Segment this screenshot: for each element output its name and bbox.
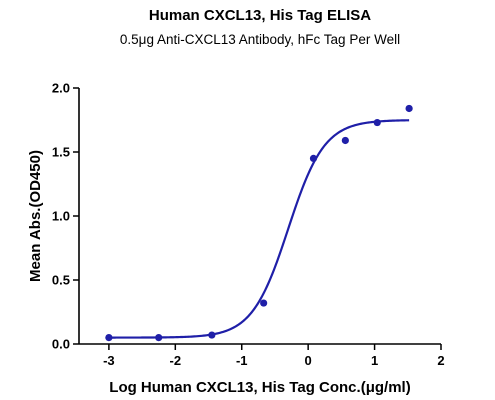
- y-tick-label: 0.5: [52, 273, 70, 288]
- x-axis-ticks: -3 -2 -1 0 1 2: [103, 344, 445, 368]
- x-tick-label: -2: [170, 353, 182, 368]
- y-tick-label: 1.0: [52, 209, 70, 224]
- y-axis-label: Mean Abs.(OD450): [27, 150, 44, 282]
- data-point: [373, 118, 381, 127]
- x-tick-label: 0: [305, 353, 312, 368]
- data-point: [105, 334, 113, 342]
- chart-subtitle: 0.5μg Anti-CXCL13 Antibody, hFc Tag Per …: [120, 32, 400, 47]
- x-tick-label: 1: [371, 353, 378, 368]
- data-point: [405, 104, 413, 113]
- x-tick-label: -1: [236, 353, 248, 368]
- data-point: [260, 299, 268, 307]
- data-point: [309, 154, 318, 162]
- y-tick-label: 2.0: [52, 81, 70, 96]
- data-point: [208, 331, 216, 339]
- axes: [78, 88, 441, 345]
- x-tick-label: 2: [437, 353, 444, 368]
- fit-curve: [108, 119, 410, 339]
- y-tick-label: 1.5: [52, 145, 70, 160]
- chart-title: Human CXCL13, His Tag ELISA: [149, 7, 371, 24]
- x-tick-label: -3: [103, 353, 115, 368]
- data-point: [155, 334, 163, 342]
- x-axis-label: Log Human CXCL13, His Tag Conc.(μg/ml): [109, 379, 410, 396]
- y-axis-ticks: 0.0 0.5 1.0 1.5 2.0: [52, 81, 79, 352]
- data-points: [105, 104, 413, 342]
- data-point: [341, 136, 349, 145]
- y-tick-label: 0.0: [52, 337, 70, 352]
